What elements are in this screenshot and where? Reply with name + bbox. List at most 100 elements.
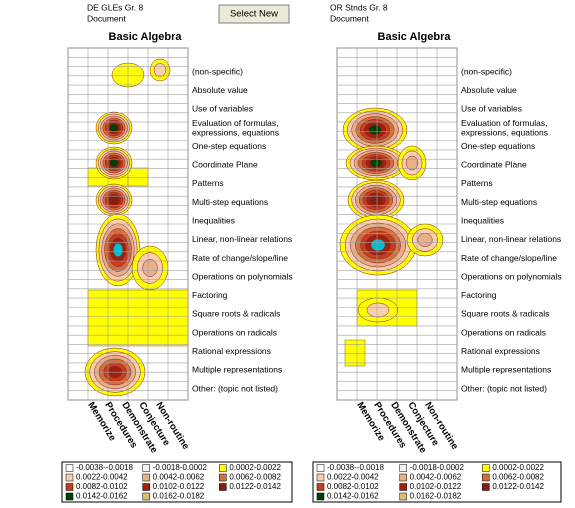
topic-label: Use of variables	[192, 104, 253, 114]
contour	[112, 242, 124, 258]
legend-swatch	[219, 473, 227, 482]
legend-label: 0.0022-0.0042	[76, 473, 128, 482]
legend-swatch	[142, 464, 150, 472]
button-label[interactable]: Select New	[230, 9, 278, 20]
legend-label: 0.0102-0.0122	[410, 482, 462, 491]
topic-label: Operations on polynomials	[192, 271, 293, 281]
topic-label: Multi-step equations	[461, 197, 537, 207]
legend-swatch	[482, 464, 490, 472]
legend-swatch	[65, 473, 74, 482]
topic-label: Multiple representations	[461, 365, 551, 375]
legend-swatch	[65, 464, 74, 472]
doc-label: Document	[330, 13, 369, 23]
topic-label: Square roots & radicals	[461, 309, 549, 319]
topic-label: Operations on polynomials	[461, 271, 562, 281]
contour	[370, 238, 386, 252]
topic-label: Multiple representations	[192, 365, 282, 375]
topic-label: Absolute value	[461, 85, 517, 95]
contour	[405, 155, 419, 171]
legend-label: 0.0042-0.0062	[410, 473, 462, 482]
contour	[366, 302, 390, 318]
button-frame[interactable]	[218, 4, 290, 24]
topic-label: Operations on radicals	[461, 327, 546, 337]
contour	[417, 233, 433, 247]
legend-swatch	[316, 473, 325, 482]
topic-label: (non-specific)	[192, 66, 243, 76]
topic-label: Factoring	[192, 290, 228, 300]
legend-label: 0.0062-0.0082	[229, 473, 281, 482]
topic-label: expressions, equations	[461, 128, 548, 138]
region	[127, 167, 149, 187]
legend-label: 0.0002-0.0022	[492, 463, 544, 472]
legend-label: -0.0038--0.0018	[76, 463, 133, 472]
topic-label: Coordinate Plane	[461, 160, 527, 170]
region	[87, 289, 189, 347]
topic-label: Inequalities	[461, 215, 504, 225]
topic-label: Factoring	[461, 290, 497, 300]
legend-label: -0.0038--0.0018	[327, 463, 384, 472]
topic-label: Absolute value	[192, 85, 248, 95]
legend-swatch	[142, 483, 150, 491]
legend-swatch	[399, 492, 407, 501]
legend-swatch	[142, 473, 150, 482]
topic-label: One-step equations	[461, 141, 535, 151]
legend-label: 0.0122-0.0142	[492, 482, 544, 491]
legend-label: 0.0082-0.0102	[327, 482, 379, 491]
legend-box	[312, 461, 562, 503]
legend-label: 0.0142-0.0162	[327, 492, 379, 501]
panel: Basic Algebra (non-specific) Absolute valu…	[61, 31, 293, 503]
contour	[370, 195, 382, 205]
topic-label: Linear, non-linear relations	[461, 234, 561, 244]
topic-label: Linear, non-linear relations	[192, 234, 292, 244]
legend-label: 0.0162-0.0182	[153, 492, 205, 501]
legend-label: -0.0018-0.0002	[410, 463, 465, 472]
legend-label: 0.0062-0.0082	[492, 473, 544, 482]
legend-swatch	[316, 483, 325, 491]
legend-swatch	[316, 492, 325, 501]
topic-label: Operations on radicals	[192, 327, 277, 337]
panel-title: Basic Algebra	[109, 31, 183, 43]
topic-label: Rate of change/slope/line	[192, 253, 288, 263]
topic-label: Rational expressions	[192, 346, 271, 356]
legend-label: 0.0122-0.0142	[229, 482, 281, 491]
legend-swatch	[316, 464, 325, 472]
legend-swatch	[482, 483, 490, 491]
topic-label: Multi-step equations	[192, 197, 268, 207]
legend-swatch	[142, 492, 150, 501]
topic-label: Use of variables	[461, 104, 522, 114]
topic-label: Patterns	[461, 178, 493, 188]
contour	[109, 158, 119, 168]
topic-label: Rate of change/slope/line	[461, 253, 557, 263]
select-button[interactable]: Select New	[218, 4, 290, 24]
doc-name: DE GLEs Gr. 8	[87, 2, 143, 12]
topic-label: Inequalities	[192, 215, 235, 225]
contour	[109, 195, 119, 205]
topic-label: (non-specific)	[461, 66, 512, 76]
topic-label: Other: (topic not listed)	[192, 383, 278, 393]
legend-swatch	[219, 464, 227, 472]
legend-label: 0.0082-0.0102	[76, 482, 128, 491]
contour	[142, 259, 158, 277]
legend-swatch	[65, 492, 74, 501]
panel-title: Basic Algebra	[378, 31, 452, 43]
topic-label: Square roots & radicals	[192, 309, 280, 319]
topic-label: Coordinate Plane	[192, 160, 258, 170]
legend-swatch	[65, 483, 74, 491]
contour	[369, 158, 383, 168]
legend-label: 0.0002-0.0022	[229, 463, 281, 472]
contour	[153, 63, 167, 77]
legend-swatch	[399, 473, 407, 482]
doc-label: Document	[87, 13, 126, 23]
legend-box	[61, 461, 293, 503]
region	[344, 339, 366, 367]
legend-label: 0.0042-0.0062	[153, 473, 205, 482]
legend-swatch	[219, 483, 227, 491]
legend-label: 0.0162-0.0182	[410, 492, 462, 501]
legend-label: 0.0022-0.0042	[327, 473, 379, 482]
topic-label: Rational expressions	[461, 346, 540, 356]
topic-label: expressions, equations	[192, 128, 279, 138]
contour	[368, 124, 382, 136]
legend-label: 0.0142-0.0162	[76, 492, 128, 501]
legend-swatch	[482, 473, 490, 482]
